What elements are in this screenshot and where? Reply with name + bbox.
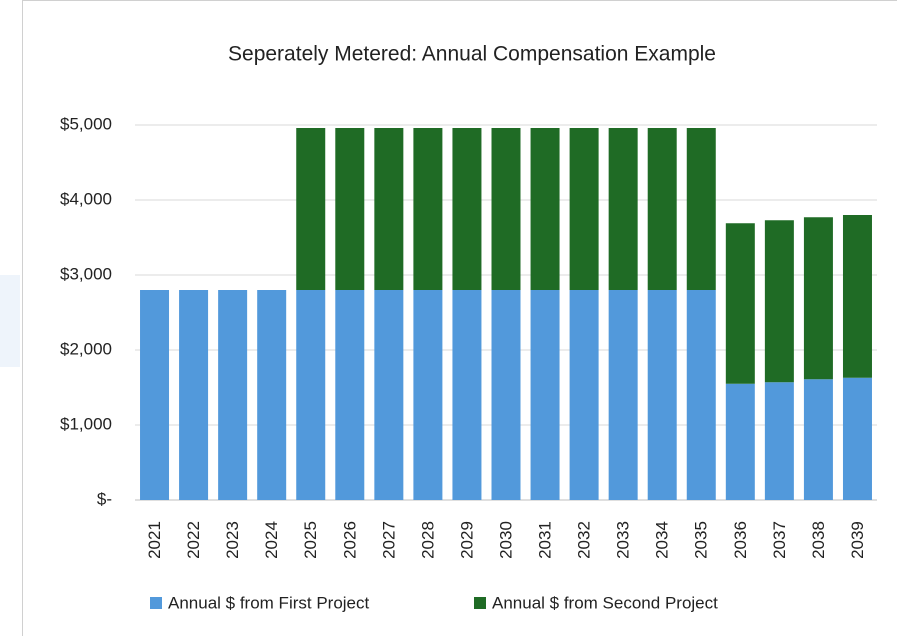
bar-segment xyxy=(491,128,521,290)
bar-segment xyxy=(686,128,716,290)
x-tick-label: 2027 xyxy=(379,521,398,559)
x-tick-label: 2039 xyxy=(848,521,867,559)
bar-segment xyxy=(335,128,365,290)
legend-swatch xyxy=(474,597,486,609)
x-tick-label: 2033 xyxy=(614,521,633,559)
x-tick-label: 2030 xyxy=(496,521,515,559)
bar-segment xyxy=(764,382,794,500)
bar-segment xyxy=(491,290,521,500)
bar-segment xyxy=(179,290,209,500)
bar-segment xyxy=(413,290,443,500)
bar-segment xyxy=(452,290,482,500)
bar-segment xyxy=(413,128,443,290)
bar-segment xyxy=(647,290,677,500)
x-tick-label: 2028 xyxy=(418,521,437,559)
bar-segment xyxy=(140,290,170,500)
bar-segment xyxy=(530,290,560,500)
x-tick-label: 2026 xyxy=(340,521,359,559)
bar-segment xyxy=(569,128,599,290)
x-tick-label: 2034 xyxy=(653,521,672,559)
bar-segment xyxy=(452,128,482,290)
bar-segment xyxy=(725,383,755,500)
bar-segment xyxy=(218,290,248,500)
bar-segment xyxy=(335,290,365,500)
x-tick-label: 2036 xyxy=(731,521,750,559)
y-tick-label: $- xyxy=(97,489,112,508)
bar-segment xyxy=(764,220,794,383)
bar-segment xyxy=(803,379,833,500)
bar-segment xyxy=(842,377,872,500)
x-tick-label: 2024 xyxy=(262,521,281,559)
bar-segment xyxy=(530,128,560,290)
bar-segment xyxy=(803,217,833,380)
legend-label: Annual $ from First Project xyxy=(168,593,370,612)
chart-title: Seperately Metered: Annual Compensation … xyxy=(228,43,716,66)
bar-segment xyxy=(296,290,326,500)
bar-segment xyxy=(569,290,599,500)
y-tick-label: $3,000 xyxy=(60,264,112,283)
y-tick-label: $4,000 xyxy=(60,189,112,208)
x-tick-label: 2032 xyxy=(575,521,594,559)
x-tick-label: 2023 xyxy=(223,521,242,559)
legend-label: Annual $ from Second Project xyxy=(492,593,718,612)
x-tick-label: 2029 xyxy=(457,521,476,559)
bar-segment xyxy=(725,223,755,384)
y-tick-label: $2,000 xyxy=(60,339,112,358)
x-tick-label: 2025 xyxy=(301,521,320,559)
side-panel xyxy=(0,275,20,367)
bar-segment xyxy=(608,128,638,290)
x-tick-label: 2035 xyxy=(692,521,711,559)
x-tick-label: 2037 xyxy=(770,521,789,559)
legend-swatch xyxy=(150,597,162,609)
bar-segment xyxy=(296,128,326,290)
x-tick-label: 2022 xyxy=(184,521,203,559)
x-tick-label: 2031 xyxy=(536,521,555,559)
bar-segment xyxy=(647,128,677,290)
x-tick-label: 2038 xyxy=(809,521,828,559)
y-tick-label: $1,000 xyxy=(60,414,112,433)
bar-segment xyxy=(374,290,404,500)
y-tick-label: $5,000 xyxy=(60,114,112,133)
bar-segment xyxy=(842,215,872,378)
bar-segment xyxy=(374,128,404,290)
x-tick-label: 2021 xyxy=(145,521,164,559)
bar-segment xyxy=(608,290,638,500)
bar-segment xyxy=(257,290,287,500)
bar-segment xyxy=(686,290,716,500)
